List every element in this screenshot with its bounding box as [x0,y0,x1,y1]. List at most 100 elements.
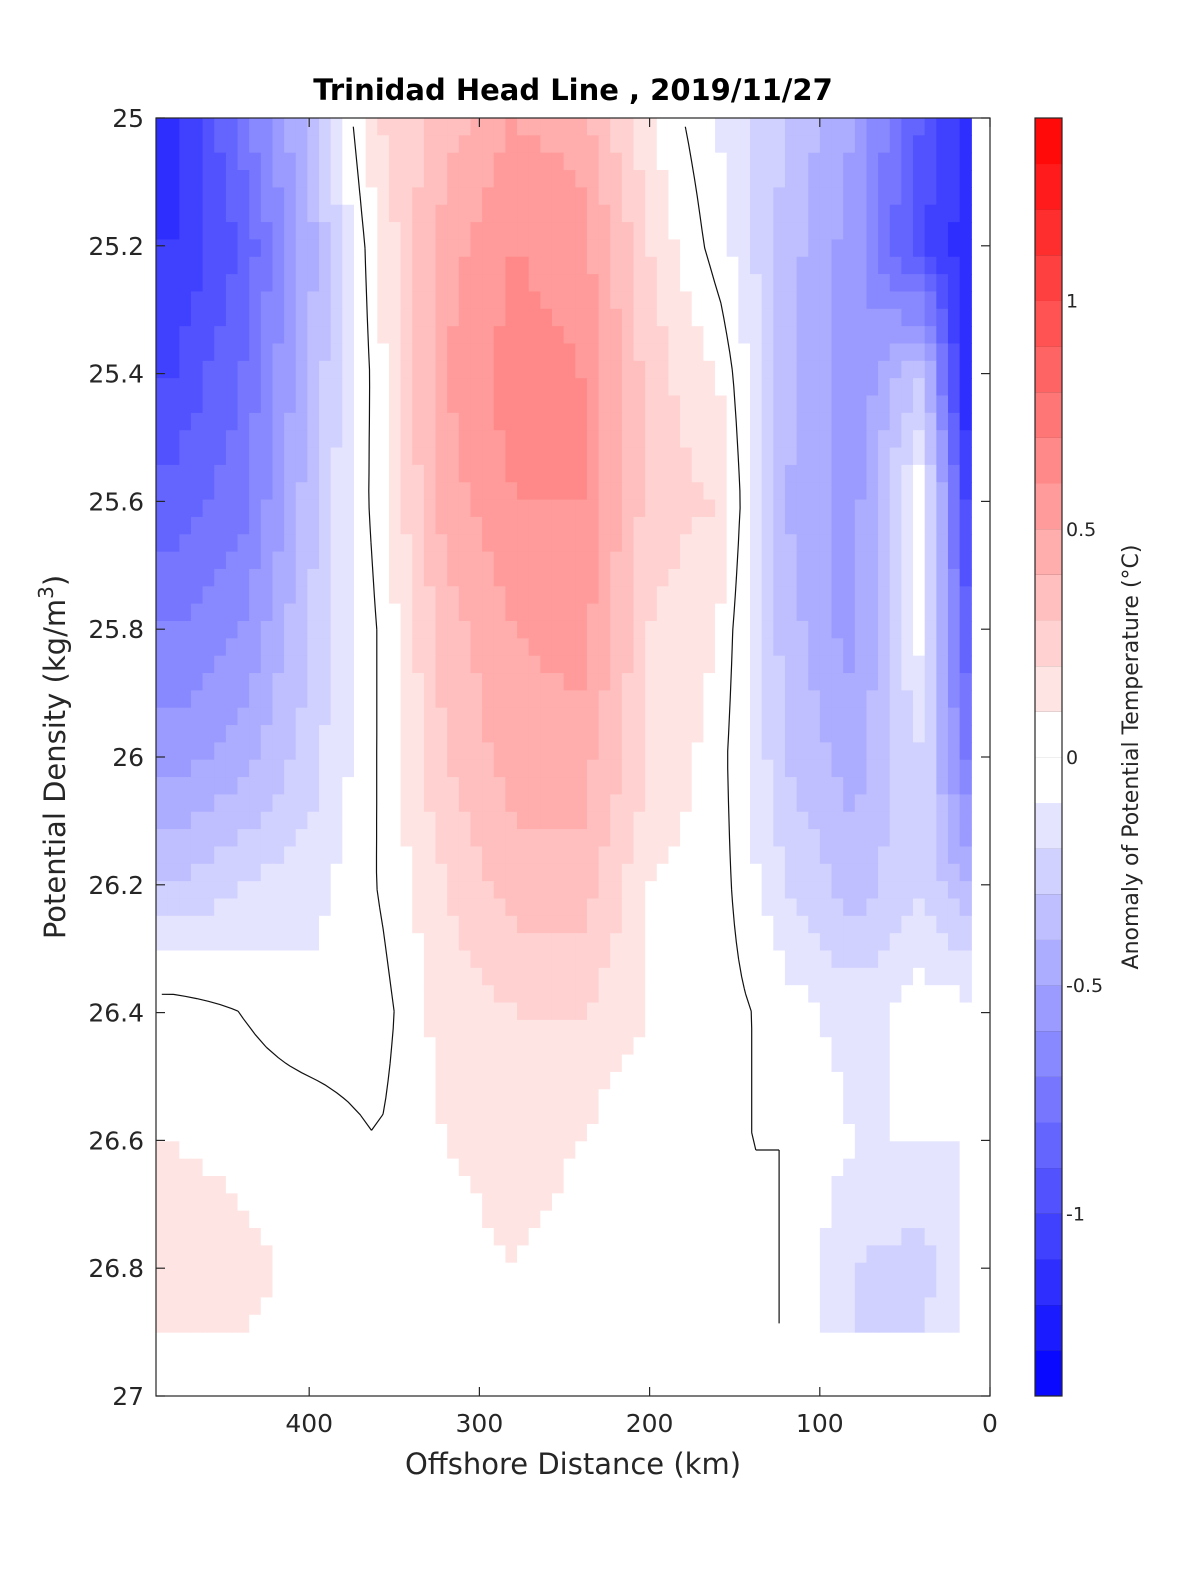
heatmap-cell [330,204,343,223]
heatmap-cell [330,326,343,345]
heatmap-cell [517,846,530,865]
heatmap-cell [854,447,868,466]
heatmap-cell [470,326,483,345]
heatmap-cell [959,152,972,171]
heatmap-cell [621,1037,635,1056]
heatmap-cell [540,603,553,622]
heatmap-cell [749,1314,763,1333]
heatmap-cell [749,638,763,657]
heatmap-cell [272,187,285,206]
heatmap-cell [377,170,390,188]
heatmap-cell [901,1054,914,1073]
heatmap-cell [878,863,891,882]
heatmap-cell [633,1037,646,1056]
heatmap-cell [237,274,250,293]
heatmap-cell [808,586,821,605]
heatmap-cell [458,673,472,691]
heatmap-cell [796,499,809,518]
heatmap-cell [284,1210,297,1229]
heatmap-cell [435,187,448,206]
heatmap-cell [947,1141,961,1160]
heatmap-cell [831,551,844,570]
heatmap-cell [330,239,343,258]
heatmap-cell [272,1210,285,1229]
heatmap-cell [540,1123,553,1142]
heatmap-cell [715,915,728,934]
heatmap-cell [412,638,425,657]
heatmap-cell [225,620,239,639]
heatmap-cell [633,1123,646,1142]
heatmap-cell [808,170,821,188]
heatmap-cell [773,586,786,605]
heatmap-cell [656,1158,670,1177]
heatmap-cell [377,1193,390,1212]
heatmap-cell [505,360,518,379]
heatmap-cell [156,1280,169,1299]
heatmap-cell [225,1193,239,1212]
heatmap-cell [295,1089,309,1108]
heatmap-cell [202,291,215,310]
heatmap-cell [540,655,553,674]
heatmap-cell [761,378,774,397]
heatmap-cell [784,881,798,900]
heatmap-cell [656,464,670,483]
heatmap-cell [225,1228,239,1246]
heatmap-cell [610,1019,623,1038]
heatmap-cell [319,1106,332,1125]
heatmap-cell [901,464,914,483]
heatmap-cell [598,725,611,743]
heatmap-cell [365,343,378,362]
heatmap-cell [377,447,390,466]
heatmap-cell [167,239,180,258]
heatmap-cell [854,378,868,397]
heatmap-cell [388,464,402,483]
heatmap-cell [493,499,507,518]
heatmap-cell [342,430,355,449]
heatmap-cell [470,1228,483,1246]
heatmap-cell [202,967,215,986]
heatmap-cell [936,430,949,449]
heatmap-cell [388,187,402,206]
heatmap-cell [866,846,879,865]
heatmap-cell [749,620,763,639]
heatmap-cell [342,1176,355,1194]
heatmap-cell [796,1071,809,1090]
heatmap-cell [179,638,192,657]
heatmap-cell [447,239,460,258]
heatmap-cell [493,655,507,674]
heatmap-cell [598,915,611,934]
heatmap-cell [586,673,600,691]
heatmap-cell [167,655,180,674]
heatmap-cell [551,534,565,553]
heatmap-cell [598,1037,611,1056]
heatmap-cell [586,1314,600,1333]
heatmap-cell [295,118,309,136]
heatmap-cell [202,829,215,848]
heatmap-cell [447,811,460,830]
heatmap-cell [388,516,402,535]
heatmap-cell [831,274,844,293]
heatmap-cell [726,308,739,327]
heatmap-cell [901,1193,914,1212]
heatmap-cell [691,482,704,501]
heatmap-cell [913,620,926,639]
heatmap-cell [365,239,378,258]
heatmap-cell [691,1037,704,1056]
heatmap-cell [749,811,763,830]
heatmap-cell [749,707,763,726]
heatmap-cell [319,551,332,570]
heatmap-cell [412,846,425,865]
heatmap-cell [400,759,413,778]
heatmap-cell [773,863,786,882]
heatmap-cell [598,742,611,761]
heatmap-cell [715,811,728,830]
heatmap-cell [936,846,949,865]
heatmap-cell [214,135,227,154]
heatmap-cell [901,638,914,657]
heatmap-cell [482,1106,495,1125]
heatmap-cell [505,395,518,414]
heatmap-cell [190,603,204,622]
heatmap-cell [831,378,844,397]
heatmap-cell [214,1193,227,1212]
heatmap-cell [458,308,472,327]
